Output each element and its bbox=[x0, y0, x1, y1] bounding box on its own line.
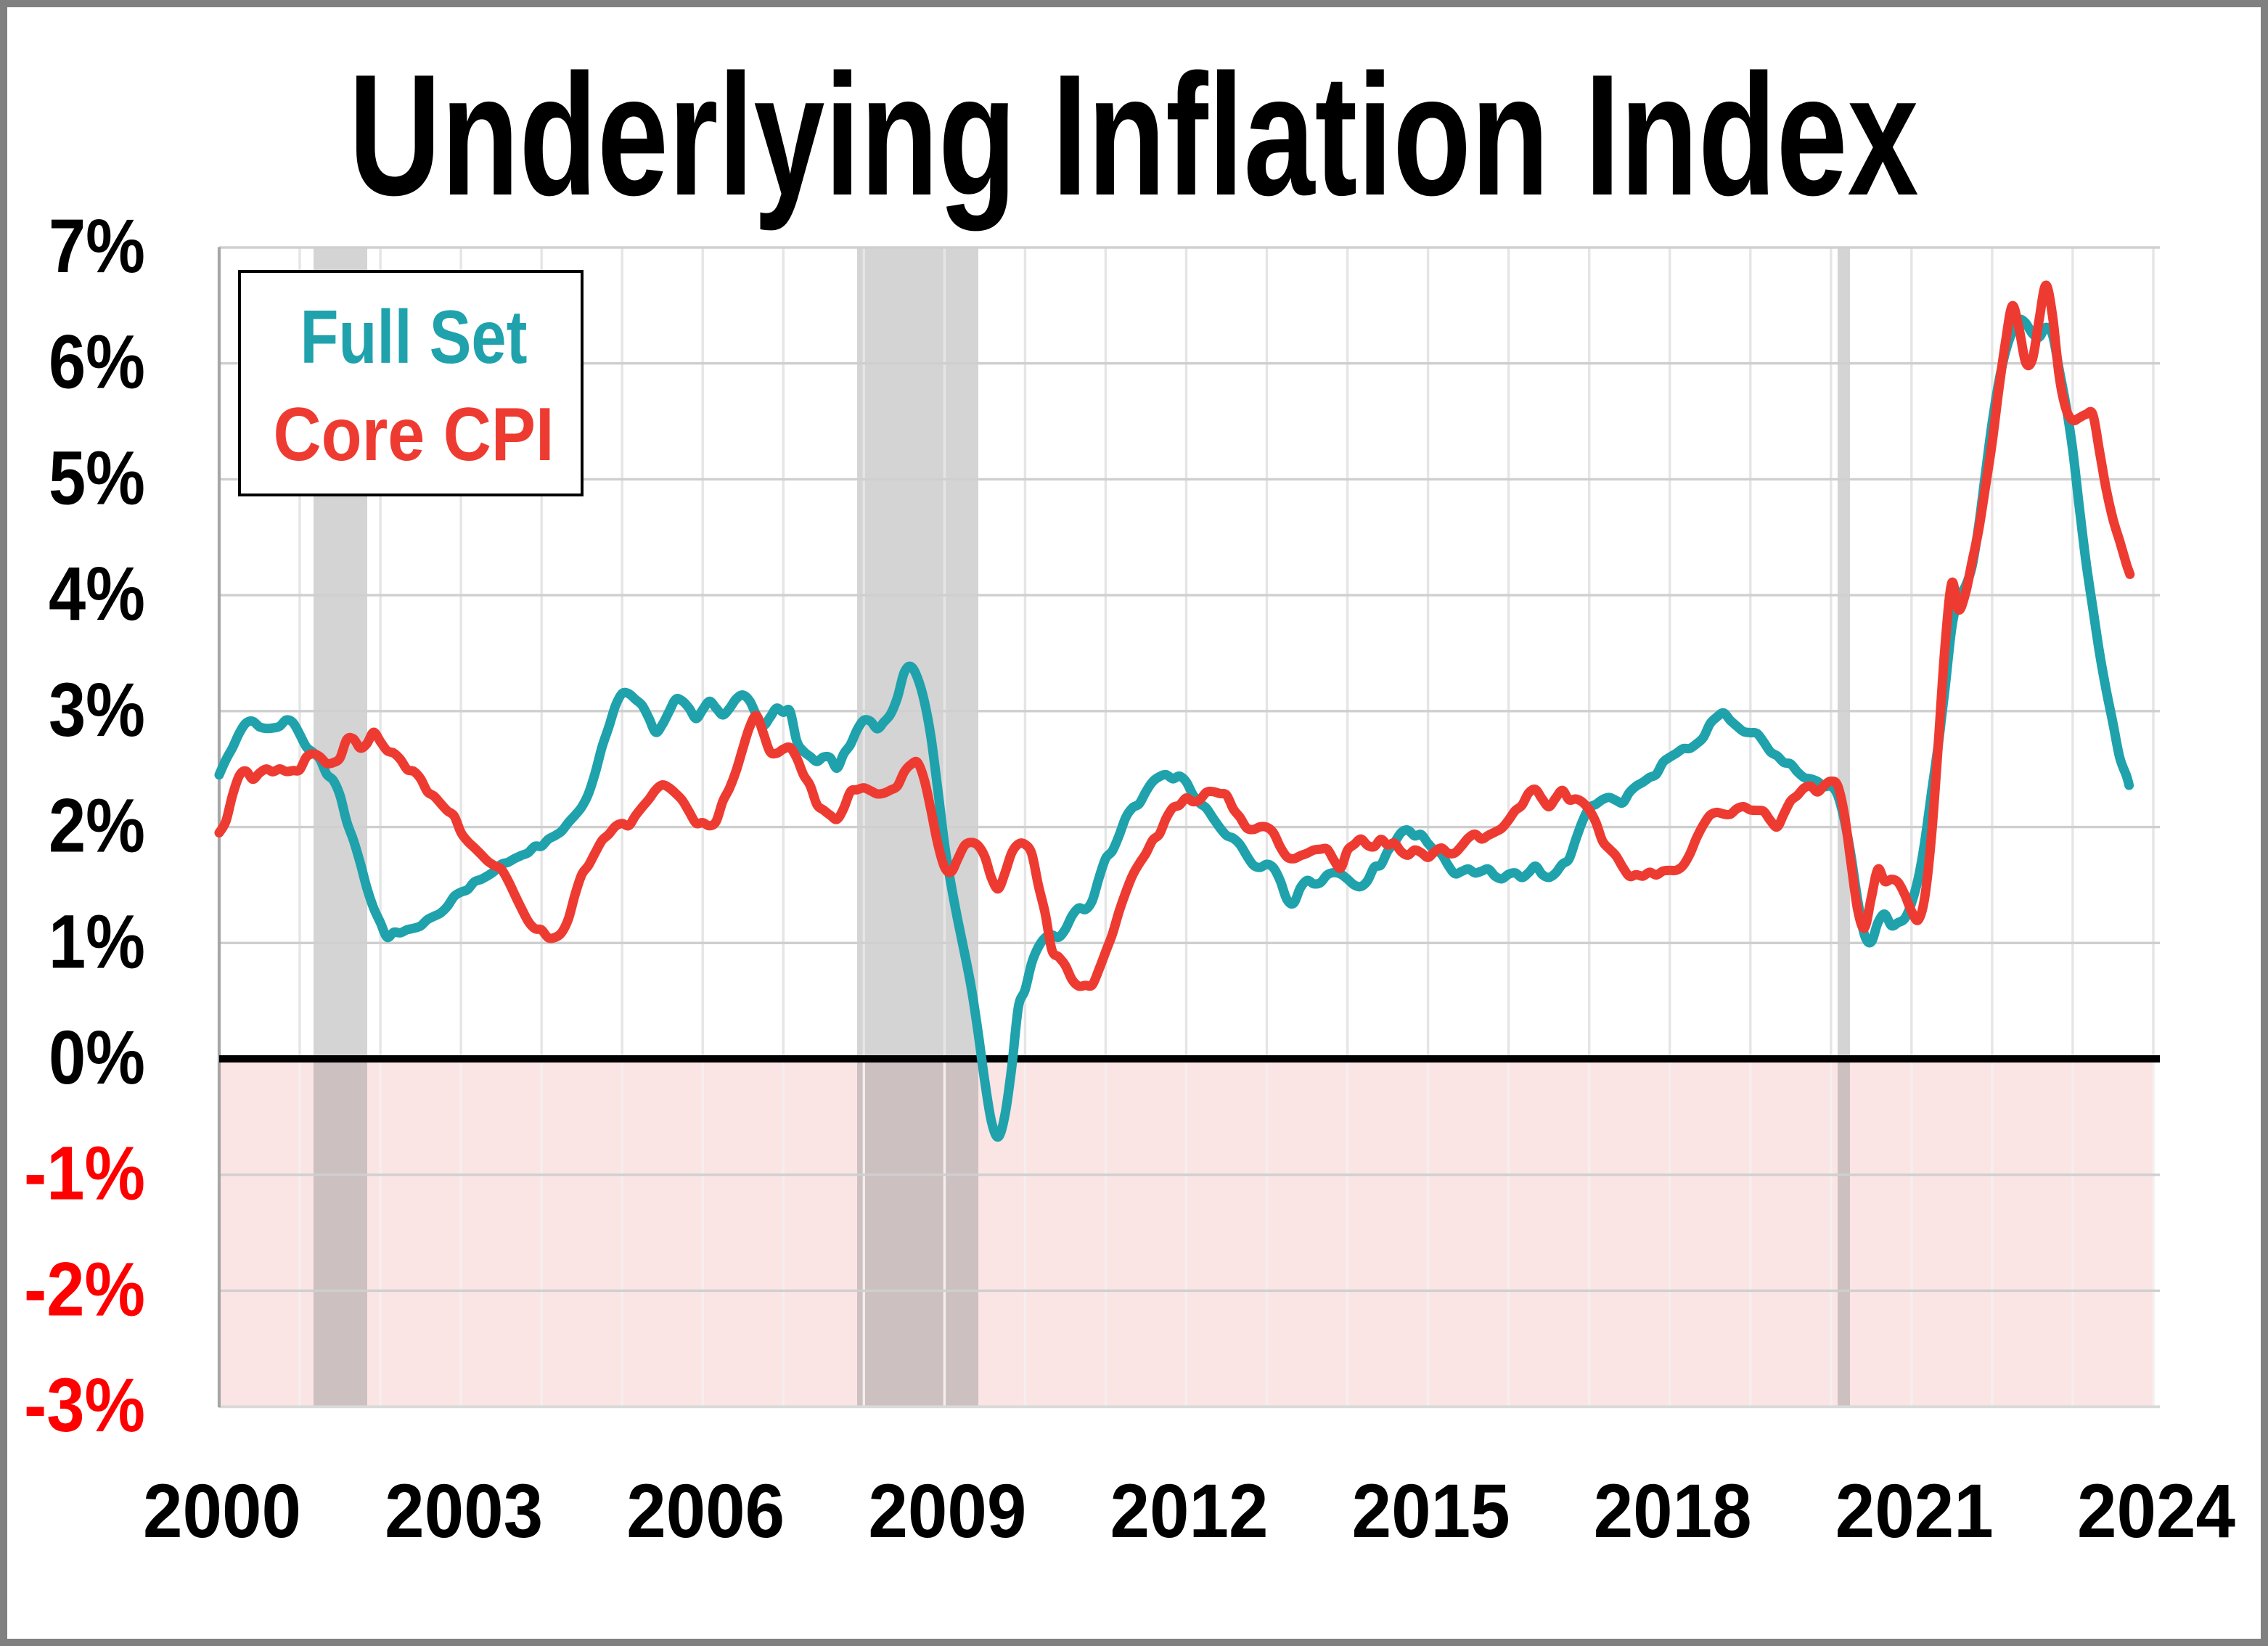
svg-text:2015: 2015 bbox=[1352, 1469, 1510, 1554]
svg-text:-3%: -3% bbox=[24, 1363, 145, 1448]
svg-text:0%: 0% bbox=[49, 1015, 145, 1100]
svg-text:2024: 2024 bbox=[2077, 1469, 2235, 1554]
svg-text:4%: 4% bbox=[49, 552, 145, 636]
svg-text:2012: 2012 bbox=[1110, 1469, 1269, 1554]
svg-text:2018: 2018 bbox=[1594, 1469, 1752, 1554]
svg-text:Full Set: Full Set bbox=[300, 295, 528, 380]
svg-text:5%: 5% bbox=[49, 435, 145, 520]
svg-text:2%: 2% bbox=[49, 784, 145, 869]
svg-text:1%: 1% bbox=[49, 899, 145, 984]
svg-text:2009: 2009 bbox=[868, 1469, 1026, 1554]
svg-text:2006: 2006 bbox=[626, 1469, 785, 1554]
svg-text:3%: 3% bbox=[49, 668, 145, 753]
svg-text:2003: 2003 bbox=[385, 1469, 543, 1554]
svg-text:Core CPI: Core CPI bbox=[274, 393, 554, 477]
svg-text:7%: 7% bbox=[49, 204, 145, 289]
svg-text:-2%: -2% bbox=[24, 1247, 145, 1332]
svg-text:6%: 6% bbox=[49, 320, 145, 405]
svg-text:2021: 2021 bbox=[1835, 1469, 1994, 1554]
svg-text:-1%: -1% bbox=[24, 1131, 145, 1216]
svg-text:Underlying Inflation Index: Underlying Inflation Index bbox=[349, 39, 1919, 232]
svg-text:2000: 2000 bbox=[143, 1469, 301, 1554]
